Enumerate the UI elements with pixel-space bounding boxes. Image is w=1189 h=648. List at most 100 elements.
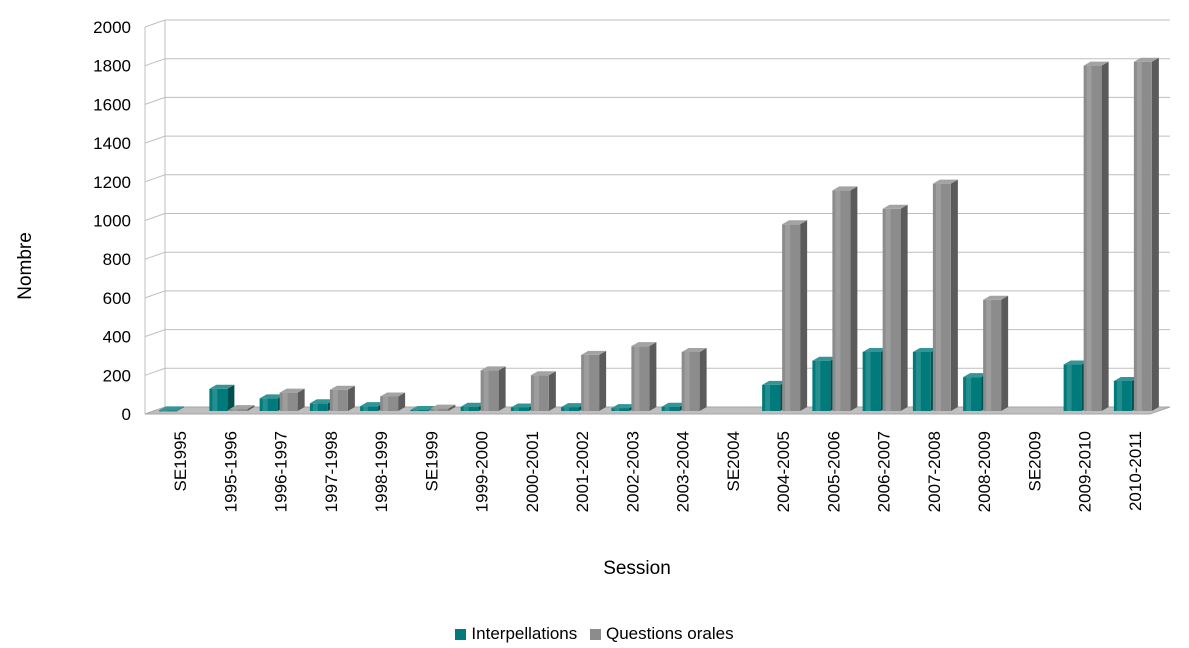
x-tick-label: 2008-2009 xyxy=(975,431,994,512)
bar-top xyxy=(1133,57,1159,62)
bar-highlight xyxy=(513,407,519,411)
bar-front xyxy=(1083,65,1102,411)
bar-top xyxy=(360,402,386,407)
x-tick-label: 2007-2008 xyxy=(925,431,944,512)
bar-top xyxy=(1063,360,1089,365)
legend-label: Interpellations xyxy=(471,624,578,643)
bar-side xyxy=(247,405,255,411)
bar-top xyxy=(380,392,406,397)
bar-front xyxy=(1063,364,1082,411)
y-tick-label: 1400 xyxy=(93,134,131,153)
gridline xyxy=(144,19,1170,28)
bar-front xyxy=(832,190,851,411)
legend-item-interpellations: Interpellations xyxy=(455,624,577,644)
bar-highlight xyxy=(282,392,288,411)
y-tick-label: 1200 xyxy=(93,173,131,192)
x-tick-label: 1996-1997 xyxy=(272,431,291,512)
bar-highlight xyxy=(1116,381,1122,411)
x-tick-label: 1995-1996 xyxy=(221,431,240,512)
y-axis-title: Nombre xyxy=(15,232,36,300)
bar-top xyxy=(410,406,436,411)
bar-side xyxy=(1001,295,1009,411)
bar-top xyxy=(460,402,486,407)
x-tick-label: 1998-1999 xyxy=(372,431,391,512)
bar-highlight xyxy=(413,410,419,412)
bar-top xyxy=(832,186,858,191)
y-tick-label: 1800 xyxy=(93,57,131,76)
x-tick-label: 2002-2003 xyxy=(623,431,642,512)
bar-front xyxy=(480,370,499,411)
legend-swatch-icon xyxy=(455,628,467,640)
bar-top xyxy=(1083,61,1109,66)
y-tick-label: 1000 xyxy=(93,212,131,231)
bar-questions-orales xyxy=(530,371,556,411)
bar-questions-orales xyxy=(430,404,456,411)
bar-questions-orales xyxy=(832,186,858,411)
bars xyxy=(159,57,1159,412)
bar-top xyxy=(782,220,808,225)
bar-highlight xyxy=(865,351,871,411)
bar-highlight xyxy=(664,406,670,411)
bar-highlight xyxy=(1136,61,1142,412)
legend: Interpellations Questions orales xyxy=(0,624,1189,645)
bar-front xyxy=(912,351,931,411)
bar-front xyxy=(932,183,951,411)
gridlines xyxy=(144,19,1170,414)
y-tick-label: 200 xyxy=(103,366,131,385)
bar-front xyxy=(229,409,248,411)
bar-top xyxy=(159,406,185,411)
bar-top xyxy=(631,342,657,347)
legend-item-questions-orales: Questions orales xyxy=(590,624,734,644)
bar-highlight xyxy=(935,183,941,411)
bar-highlight xyxy=(684,351,690,411)
gridline xyxy=(144,213,1170,221)
bar-chart: 0 200 400 600 800 1000 1200 1400 1600 1800 2000 SE… xyxy=(15,18,1171,579)
bar-highlight xyxy=(835,190,841,411)
bar-highlight xyxy=(363,406,369,411)
bar-questions-orales xyxy=(229,405,255,411)
x-tick-label: 2001-2002 xyxy=(573,431,592,512)
bar-front xyxy=(460,406,479,411)
bar-highlight xyxy=(634,346,640,411)
y-tick-label: 800 xyxy=(103,250,131,269)
bar-side xyxy=(297,388,305,411)
bar-side xyxy=(1151,57,1159,412)
bar-side xyxy=(1101,61,1109,411)
x-tick-label: 2000-2001 xyxy=(523,431,542,512)
bar-side xyxy=(548,371,556,411)
bar-side xyxy=(850,186,858,411)
bar-top xyxy=(279,388,305,393)
x-tick-label: 2005-2006 xyxy=(824,431,843,512)
bar-side xyxy=(800,220,808,411)
bar-questions-orales xyxy=(681,347,707,411)
bar-questions-orales xyxy=(380,392,406,411)
bar-front xyxy=(762,384,781,411)
gridline xyxy=(144,329,1170,338)
bar-top xyxy=(932,179,958,184)
x-tick-label: SE2004 xyxy=(724,431,743,492)
bar-questions-orales xyxy=(1083,61,1109,411)
bar-top xyxy=(229,405,255,410)
bar-front xyxy=(661,406,680,411)
bar-front xyxy=(882,208,901,411)
bar-highlight xyxy=(162,410,168,412)
bar-questions-orales xyxy=(882,204,908,411)
bar-highlight xyxy=(885,208,891,411)
bar-top xyxy=(510,403,536,408)
bar-questions-orales xyxy=(932,179,958,411)
bar-top xyxy=(862,347,888,352)
bar-front xyxy=(430,408,449,411)
x-tick-label: 1999-2000 xyxy=(473,431,492,512)
x-tick-label: 2006-2007 xyxy=(875,431,894,512)
bar-side xyxy=(177,406,185,411)
x-axis-title: Session xyxy=(603,558,671,579)
x-tick-label: 2004-2005 xyxy=(774,431,793,512)
bar-questions-orales xyxy=(1133,57,1159,412)
bar-top xyxy=(762,380,788,385)
gridline xyxy=(144,290,1170,299)
bar-front xyxy=(983,299,1002,411)
bar-front xyxy=(410,410,429,412)
bar-top xyxy=(983,295,1009,300)
bar-top xyxy=(912,347,938,352)
bar-questions-orales xyxy=(631,342,657,411)
